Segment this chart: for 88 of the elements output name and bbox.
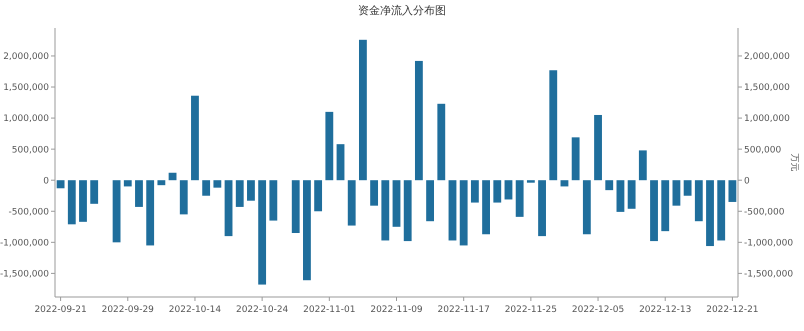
y2-tick-label: 1,000,000 <box>744 114 790 124</box>
bar <box>638 150 647 180</box>
y-tick-label: 2,000,000 <box>3 52 50 62</box>
bar <box>168 172 176 180</box>
bar <box>146 180 154 246</box>
x-tick-label: 2022-11-25 <box>504 305 558 315</box>
bar <box>180 180 188 214</box>
bar <box>470 180 479 203</box>
bar <box>504 180 512 200</box>
bar <box>493 180 502 203</box>
bar <box>236 180 244 207</box>
bar <box>594 114 602 180</box>
bar <box>392 180 400 227</box>
bar <box>370 180 378 206</box>
bar <box>56 180 65 188</box>
bar <box>90 180 98 204</box>
bar <box>628 180 636 209</box>
y2-tick-label: 500,000 <box>744 145 782 156</box>
y2-tick-label: -1,000,000 <box>744 238 794 248</box>
x-tick-label: 2022-10-14 <box>168 305 222 315</box>
y2-tick-label: -500,000 <box>744 207 785 218</box>
y-tick-label: -1,500,000 <box>0 270 50 280</box>
bar <box>549 70 558 180</box>
x-tick-label: 2022-12-13 <box>639 305 692 315</box>
y2-tick-label: 1,500,000 <box>744 83 790 94</box>
bar <box>706 180 714 246</box>
bar <box>728 180 736 202</box>
x-tick-label: 2022-11-01 <box>303 305 356 315</box>
bar <box>348 180 356 226</box>
x-tick-label: 2022-09-21 <box>34 305 87 315</box>
bar <box>269 180 278 221</box>
y-tick-label: -1,000,000 <box>0 238 50 248</box>
bar <box>482 180 490 234</box>
bar <box>684 180 692 196</box>
x-tick-label: 2022-09-29 <box>102 305 154 315</box>
bar <box>717 180 726 240</box>
bar <box>560 180 568 186</box>
bar <box>572 137 580 180</box>
bar <box>135 180 143 207</box>
bar <box>437 104 446 180</box>
bar <box>314 180 322 212</box>
bar <box>694 180 703 222</box>
bar <box>448 180 456 240</box>
bar <box>224 180 232 236</box>
y-tick-label: 500,000 <box>12 145 50 156</box>
bar <box>381 180 390 240</box>
x-tick-label: 2022-11-09 <box>370 305 423 315</box>
bar <box>79 180 87 222</box>
bar <box>303 180 311 280</box>
x-tick-label: 2022-12-05 <box>572 305 624 315</box>
y2-tick-label: 2,000,000 <box>744 52 790 62</box>
bar <box>247 180 255 201</box>
bar <box>538 180 546 236</box>
bar <box>112 180 120 242</box>
bar <box>616 180 624 212</box>
bar <box>124 180 132 186</box>
bar <box>526 180 535 183</box>
bar <box>191 96 199 180</box>
bar <box>516 180 524 217</box>
y-tick-label: -500,000 <box>8 207 50 218</box>
y2-tick-label: 0 <box>744 176 750 186</box>
y2-axis-title: 万元 <box>789 154 800 172</box>
y-tick-label: 0 <box>43 176 50 186</box>
bar <box>68 180 76 224</box>
bar <box>661 180 670 232</box>
bar <box>258 180 266 285</box>
chart-title: 资金净流入分布图 <box>358 4 446 17</box>
x-tick-label: 2022-11-17 <box>438 305 490 315</box>
bar <box>213 180 222 188</box>
bar <box>325 112 334 180</box>
bar <box>426 180 434 222</box>
bar <box>202 180 210 196</box>
bar <box>650 180 658 242</box>
bar <box>460 180 468 246</box>
bar <box>582 180 591 234</box>
bar <box>404 180 412 242</box>
bar <box>672 180 680 206</box>
bar <box>336 144 344 180</box>
y2-tick-label: -1,500,000 <box>744 270 794 280</box>
x-tick-label: 2022-10-24 <box>236 305 289 315</box>
bar <box>414 60 423 180</box>
bar <box>358 40 367 180</box>
bar <box>292 180 300 234</box>
y-tick-label: 1,000,000 <box>3 114 50 124</box>
bar <box>157 180 166 186</box>
x-tick-label: 2022-12-21 <box>706 305 759 315</box>
bar <box>605 180 614 190</box>
y-tick-label: 1,500,000 <box>3 83 50 94</box>
